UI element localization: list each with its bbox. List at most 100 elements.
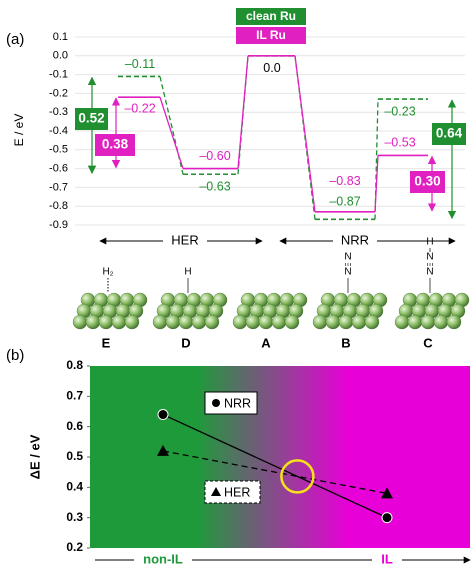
legend-box bbox=[236, 27, 306, 44]
marker bbox=[157, 444, 169, 456]
surface-atom bbox=[204, 314, 220, 330]
marker bbox=[381, 512, 393, 524]
value-label: –0.22 bbox=[124, 101, 155, 115]
connector bbox=[374, 155, 379, 212]
legend-label: IL Ru bbox=[256, 28, 286, 42]
label-bg bbox=[372, 552, 402, 568]
connector bbox=[237, 55, 249, 169]
surface-atom bbox=[85, 314, 101, 330]
surface-atom bbox=[72, 314, 88, 330]
connector bbox=[159, 96, 184, 169]
y-tick-label: -0.8 bbox=[49, 200, 68, 212]
surface-atom bbox=[245, 314, 261, 330]
y-tick-label: 0.4 bbox=[66, 480, 83, 494]
legend-box bbox=[204, 391, 258, 415]
y-tick-label: -0.5 bbox=[49, 144, 68, 156]
surface-atom bbox=[433, 314, 449, 330]
difference-box bbox=[432, 123, 466, 145]
difference-label: 0.52 bbox=[78, 111, 104, 126]
legend-marker bbox=[211, 487, 221, 496]
legend-label: NRR bbox=[224, 396, 251, 410]
adsorbate-atom: N bbox=[344, 267, 351, 278]
x-tick-label: IL bbox=[381, 551, 393, 566]
marker bbox=[381, 487, 393, 499]
y-tick-label: -0.6 bbox=[49, 163, 68, 175]
surface-atom bbox=[165, 314, 181, 330]
adsorbate-atom: H bbox=[426, 237, 433, 248]
surface-atom bbox=[271, 314, 287, 330]
value-label: –0.87 bbox=[329, 195, 360, 209]
adsorbate-atom: N bbox=[426, 267, 433, 278]
y-axis-label: E / eV bbox=[12, 114, 26, 147]
surface-atom bbox=[178, 314, 194, 330]
y-tick-label: -0.9 bbox=[49, 219, 68, 231]
x-tick-label: non-IL bbox=[143, 551, 183, 566]
y-axis-label: ΔE / eV bbox=[27, 434, 42, 479]
difference-box bbox=[95, 134, 135, 156]
value-label: –0.60 bbox=[199, 149, 230, 163]
crossing-highlight bbox=[280, 459, 315, 494]
adsorbate-atom: N bbox=[344, 252, 351, 263]
surface-atom bbox=[312, 314, 328, 330]
state-label: E bbox=[102, 335, 111, 350]
difference-label: 0.64 bbox=[436, 126, 463, 141]
connector bbox=[294, 55, 316, 212]
state-label: A bbox=[261, 335, 271, 350]
surface-atom bbox=[364, 314, 380, 330]
value-label: –0.11 bbox=[125, 57, 155, 71]
surface-atom bbox=[111, 314, 127, 330]
label-bg bbox=[163, 233, 207, 249]
y-tick-label: 0.8 bbox=[66, 358, 83, 372]
y-tick-label: 0.0 bbox=[53, 50, 68, 62]
y-tick-label: 0.5 bbox=[66, 449, 83, 463]
surface-atom bbox=[232, 314, 248, 330]
surface-atom bbox=[338, 314, 354, 330]
y-tick-label: 0.3 bbox=[66, 510, 83, 524]
state-label: B bbox=[341, 335, 350, 350]
surface-atom bbox=[351, 314, 367, 330]
surface-atom bbox=[98, 314, 114, 330]
y-tick-label: -0.2 bbox=[49, 87, 68, 99]
difference-label: 0.38 bbox=[102, 137, 129, 152]
surface-atom bbox=[325, 314, 341, 330]
y-tick-label: 0.2 bbox=[66, 540, 83, 554]
y-tick-label: 0.6 bbox=[66, 419, 83, 433]
state-label: D bbox=[181, 335, 190, 350]
surface-atom bbox=[446, 314, 462, 330]
surface-atom bbox=[420, 314, 436, 330]
value-label: 0.0 bbox=[263, 61, 280, 75]
legend-box bbox=[236, 8, 306, 25]
legend-box bbox=[204, 480, 261, 504]
surface-atom bbox=[258, 314, 274, 330]
y-tick-label: -0.3 bbox=[49, 106, 68, 118]
value-label: –0.53 bbox=[384, 136, 415, 150]
reaction-label: HER bbox=[171, 232, 198, 247]
legend-label: HER bbox=[224, 485, 250, 499]
value-label: –0.83 bbox=[329, 174, 360, 188]
adsorbate-atom: H bbox=[184, 267, 191, 278]
panel-label: (a) bbox=[6, 31, 24, 48]
y-tick-label: -0.4 bbox=[49, 125, 68, 137]
legend-label: clean Ru bbox=[246, 9, 296, 23]
state-label: C bbox=[423, 335, 433, 350]
difference-label: 0.30 bbox=[414, 174, 440, 189]
difference-box bbox=[75, 108, 108, 130]
surface-atom bbox=[284, 314, 300, 330]
marker bbox=[157, 409, 169, 421]
y-tick-label: 0.1 bbox=[53, 31, 68, 43]
plot-background bbox=[90, 366, 470, 548]
value-label: –0.23 bbox=[384, 104, 415, 118]
reaction-label: NRR bbox=[341, 232, 369, 247]
series-line bbox=[162, 450, 388, 495]
y-tick-label: -0.1 bbox=[49, 69, 68, 81]
panel-label: (b) bbox=[6, 347, 24, 364]
y-tick-label: -0.7 bbox=[49, 181, 68, 193]
adsorbate-atom: H₂ bbox=[102, 267, 113, 278]
value-label: –0.63 bbox=[199, 180, 230, 194]
surface-atom bbox=[407, 314, 423, 330]
surface-atom bbox=[124, 314, 140, 330]
surface-atom bbox=[152, 314, 168, 330]
label-bg bbox=[134, 552, 192, 568]
